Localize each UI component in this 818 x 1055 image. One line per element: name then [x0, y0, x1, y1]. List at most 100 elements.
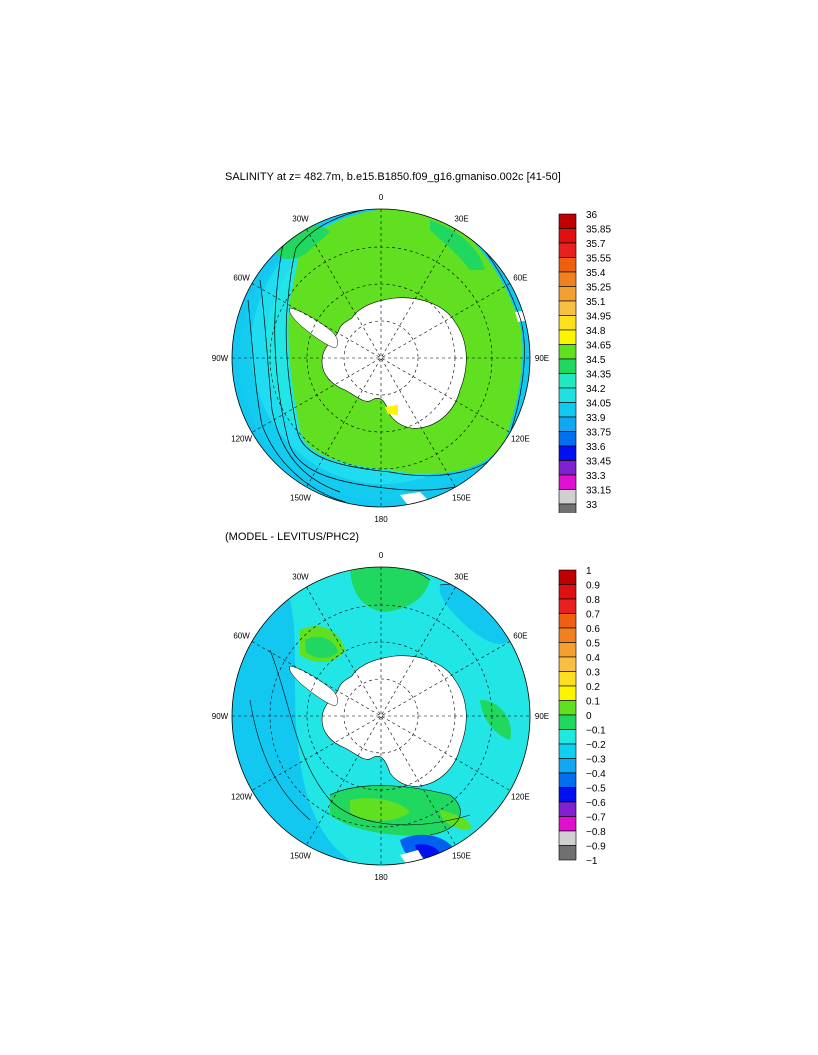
panel1-lon-label: 30W: [292, 215, 309, 224]
panel2-colorbar-swatch: [558, 642, 577, 658]
panel1-lon-label: 60E: [513, 274, 527, 283]
panel2-colorbar-swatch: [558, 787, 577, 803]
panel1-colorbar-label: 35.1: [586, 297, 606, 308]
panel1-colorbar-swatch: [558, 300, 577, 316]
panel2-colorbar-swatch: [558, 714, 577, 730]
panel2-colorbar-label: 0.7: [586, 610, 600, 621]
panel2-colorbar-label: −1: [586, 856, 598, 867]
panel1-ocean-field: [232, 209, 530, 507]
panel2-colorbar: 1 0.9 0.8 0.7 0.6 0.5 0.4 0.3 0.2 0.1 0 −0.1 −0.2 −0.…: [558, 566, 606, 867]
panel1-colorbar-swatch: [558, 286, 577, 302]
panel1-colorbar-swatch: [558, 213, 577, 229]
panel2-colorbar-label: −0.7: [586, 813, 606, 824]
panel1-colorbar-label: 33.75: [586, 428, 611, 439]
panel2-colorbar-swatch: [558, 598, 577, 614]
panel1-colorbar-swatch: [558, 402, 577, 418]
panel2-colorbar-swatch: [558, 685, 577, 701]
panel2-colorbar-swatch: [558, 743, 577, 759]
panel1-colorbar-swatch: [558, 503, 577, 513]
panel2-title: (MODEL - LEVITUS/PHC2): [225, 531, 360, 543]
panel1-title: SALINITY at z= 482.7m, b.e15.B1850.f09_g…: [225, 171, 561, 183]
panel2-colorbar-swatch: [558, 845, 577, 861]
panel1-lon-label: 60W: [233, 274, 250, 283]
panel1-colorbar-label: 35.25: [586, 283, 611, 294]
panel1-colorbar: 36 35.85 35.7 35.55 35.4 35.25 35.1 34.95 34.8 34…: [558, 210, 611, 513]
panel1-colorbar-label: 34.95: [586, 312, 611, 323]
panel1-colorbar-swatch: [558, 228, 577, 244]
panel2-colorbar-label: −0.8: [586, 827, 606, 838]
panel2-colorbar-swatch: [558, 671, 577, 687]
panel1-lon-label: 150W: [290, 493, 311, 502]
panel1-colorbar-label: 35.85: [586, 225, 611, 236]
panel1-colorbar-swatch: [558, 329, 577, 345]
panel2-colorbar-swatch: [558, 816, 577, 832]
panel2-colorbar-label: 0.3: [586, 668, 600, 679]
panel1-colorbar-label: 34.2: [586, 384, 606, 395]
panel2-colorbar-label: −0.5: [586, 784, 606, 795]
panel2-colorbar-swatch: [558, 569, 577, 585]
panel1-colorbar-swatch: [558, 373, 577, 389]
panel1-colorbar-label: 34.05: [586, 399, 611, 410]
panel1-lon-label: 90E: [535, 354, 549, 363]
panel1-graticule: [232, 209, 530, 507]
panel2-colorbar-label: −0.1: [586, 726, 606, 737]
panel1-colorbar-label: 33.15: [586, 486, 611, 497]
panel2-colorbar-label: 0.8: [586, 595, 600, 606]
panel2-colorbar-label: −0.6: [586, 798, 606, 809]
panel1-colorbar-label: 34.35: [586, 370, 611, 381]
panel2-colorbar-label: 1: [586, 566, 592, 577]
panel1-colorbar-swatch: [558, 315, 577, 331]
panel1-colorbar-label: 33.45: [586, 457, 611, 468]
panel1-colorbar-label: 33.3: [586, 471, 606, 482]
panel1-lon-label: 180: [374, 515, 388, 524]
panel1-colorbar-label: 33.6: [586, 442, 606, 453]
panel2-colorbar-label: 0.2: [586, 682, 600, 693]
panel1-colorbar-swatch: [558, 445, 577, 461]
panel1-lon-label: 90W: [212, 354, 229, 363]
panel1-colorbar-swatch: [558, 387, 577, 403]
panel1-colorbar-label: 35.7: [586, 239, 606, 250]
panel2-colorbar-label: −0.4: [586, 769, 606, 780]
panel1-lon-label: 30E: [454, 215, 468, 224]
panel1-colorbar-label: 35.55: [586, 254, 611, 265]
panel2-colorbar-label: 0.9: [586, 581, 600, 592]
panel1-colorbar-swatch: [558, 344, 577, 360]
panel1-colorbar-label: 36: [586, 210, 598, 221]
panel1-antarctica: [321, 297, 467, 429]
panel2-colorbar-swatch: [558, 613, 577, 629]
panel1-colorbar-swatch: [558, 431, 577, 447]
panel1-colorbar-swatch: [558, 271, 577, 287]
panel1-colorbar-swatch: [558, 474, 577, 490]
panel1-colorbar-swatch: [558, 416, 577, 432]
panel1-colorbar-label: 33.9: [586, 413, 606, 424]
panel1-colorbar-label: 34.65: [586, 341, 611, 352]
panel2-colorbar-swatch: [558, 801, 577, 817]
panel2-colorbar-label: 0: [586, 711, 592, 722]
panel1-lon-label: 150E: [452, 493, 471, 502]
panel2-colorbar-label: −0.2: [586, 740, 606, 751]
panel2-colorbar-swatch: [558, 700, 577, 716]
panel2-colorbar-swatch: [558, 584, 577, 600]
panel2-colorbar-label: 0.1: [586, 697, 600, 708]
panel2-colorbar-swatch: [558, 627, 577, 643]
panel1-colorbar-swatch: [558, 358, 577, 374]
panel1-lon-label: 120W: [231, 435, 252, 444]
panel1-colorbar-label: 34.5: [586, 355, 606, 366]
panel1-colorbar-label: 34.8: [586, 326, 606, 337]
panel2-colorbar-label: −0.3: [586, 755, 606, 766]
panel2-colorbar-label: 0.5: [586, 639, 600, 650]
panel2-colorbar-label: 0.6: [586, 624, 600, 635]
panel1-colorbar-swatch: [558, 460, 577, 476]
panel2-colorbar-swatch: [558, 758, 577, 774]
panel1-lon-label: 120E: [511, 435, 530, 444]
panel2-colorbar-swatch: [558, 772, 577, 788]
panel1-colorbar-swatch: [558, 242, 577, 258]
panel1-colorbar-swatch: [558, 257, 577, 273]
panel2-colorbar-swatch: [558, 729, 577, 745]
panel1-lon-label: 0: [379, 193, 384, 202]
panel2-colorbar-swatch: [558, 830, 577, 846]
panel1-colorbar-label: 35.4: [586, 268, 606, 279]
panel1-colorbar-swatch: [558, 489, 577, 505]
panel1-colorbar-label: 33: [586, 500, 598, 511]
